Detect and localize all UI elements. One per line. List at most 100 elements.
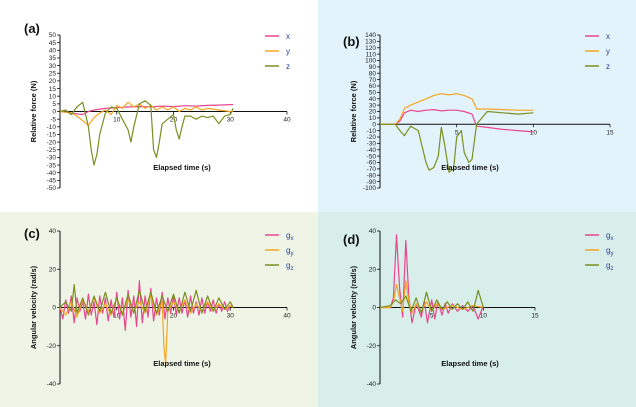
- y-tick-label: -5: [50, 116, 56, 123]
- y-axis-label: Relative force (N): [29, 80, 38, 142]
- x-tick-label: 10: [113, 313, 121, 320]
- series-line-x: [380, 108, 534, 133]
- panel-label: (b): [343, 34, 360, 49]
- legend-label-gz: gz: [606, 261, 613, 272]
- y-tick-label: -15: [47, 132, 57, 139]
- y-tick-label: 10: [49, 93, 57, 100]
- panel-d: -40 -20 0 20 40 5 10 15 Elapsed time (s) Angular …: [318, 212, 636, 407]
- legend-label-gy: gy: [286, 246, 293, 257]
- y-tick-label: 80: [369, 70, 377, 77]
- y-tick-label: 130: [365, 39, 376, 46]
- y-axis-label: Relative force (N): [349, 80, 358, 142]
- y-tick-label: 5: [52, 101, 56, 108]
- panel-label: (a): [24, 21, 40, 36]
- legend-label-gy: gy: [606, 246, 613, 257]
- legend-label-z: z: [606, 62, 610, 71]
- y-tick-label: 0: [52, 109, 56, 116]
- x-axis-label: Elapsed time (s): [153, 163, 211, 172]
- y-tick-label: -40: [47, 381, 57, 388]
- y-tick-label: 20: [49, 78, 57, 85]
- x-tick-label: 40: [283, 313, 291, 320]
- x-tick-label: 20: [170, 313, 178, 320]
- y-tick-label: 20: [49, 266, 57, 273]
- legend-label-gz: gz: [286, 261, 293, 272]
- y-tick-label: 10: [369, 115, 377, 122]
- legend-label-y: y: [286, 47, 290, 56]
- legend-label-y: y: [606, 47, 610, 56]
- y-tick-label: -10: [47, 124, 57, 131]
- x-tick-label: 30: [227, 313, 235, 320]
- panel-a: -50-45-40-35-30-25-20-15-10-505101520253…: [0, 0, 318, 212]
- series-line-gy: [380, 280, 484, 314]
- y-tick-label: 40: [369, 228, 377, 235]
- series-line-x: [59, 103, 234, 116]
- y-tick-label: 30: [49, 63, 57, 70]
- y-tick-label: -25: [47, 147, 57, 154]
- y-tick-label: -50: [47, 185, 57, 192]
- y-tick-label: 20: [369, 266, 377, 273]
- x-tick-label: 40: [283, 117, 291, 124]
- y-tick-label: 0: [372, 305, 376, 312]
- panel-label: (c): [24, 226, 40, 241]
- y-tick-label: -30: [47, 155, 57, 162]
- series-line-y: [59, 101, 234, 126]
- y-tick-label: 0: [52, 305, 56, 312]
- legend-label-gx: gx: [606, 231, 613, 242]
- series-line-z: [380, 110, 534, 173]
- legend-label-z: z: [286, 62, 290, 71]
- y-tick-label: -30: [367, 141, 377, 148]
- y-tick-label: -70: [367, 166, 377, 173]
- y-tick-label: 25: [49, 70, 57, 77]
- y-tick-label: 20: [369, 109, 377, 116]
- y-tick-label: 100: [365, 58, 376, 65]
- x-axis-label: Elapsed time (s): [153, 359, 211, 368]
- y-tick-label: 35: [49, 55, 57, 62]
- panel-background: [318, 0, 636, 212]
- y-tick-label: 50: [49, 32, 57, 39]
- y-tick-label: -20: [367, 134, 377, 141]
- y-tick-label: -60: [367, 160, 377, 167]
- y-tick-label: -20: [367, 343, 377, 350]
- x-tick-label: 10: [113, 117, 121, 124]
- y-tick-label: 15: [49, 86, 57, 93]
- y-tick-label: -45: [47, 178, 57, 185]
- series-line-gz: [379, 289, 484, 314]
- y-tick-label: 110: [366, 51, 377, 58]
- y-tick-label: 40: [49, 228, 57, 235]
- y-tick-label: -90: [367, 179, 377, 186]
- y-tick-label: -20: [47, 139, 57, 146]
- legend-label-x: x: [606, 32, 610, 41]
- y-tick-label: -40: [367, 147, 377, 154]
- x-axis-label: Elapsed time (s): [441, 163, 499, 172]
- y-tick-label: 30: [369, 102, 377, 109]
- x-tick-label: 10: [530, 129, 538, 136]
- y-tick-label: -50: [367, 153, 377, 160]
- y-tick-label: 120: [365, 45, 376, 52]
- y-tick-label: 50: [369, 90, 377, 97]
- y-tick-label: -40: [47, 170, 57, 177]
- x-tick-label: 20: [170, 117, 178, 124]
- y-tick-label: -80: [367, 172, 377, 179]
- y-axis-label: Angular velocity (rad/s): [349, 265, 358, 349]
- y-tick-label: 60: [369, 83, 377, 90]
- y-tick-label: 0: [372, 121, 376, 128]
- series-line-y: [380, 93, 534, 125]
- y-tick-label: -100: [363, 185, 376, 192]
- y-tick-label: -35: [47, 162, 57, 169]
- series-line-gz: [59, 284, 234, 316]
- y-axis-label: Angular velocity (rad/s): [29, 265, 38, 349]
- x-tick-label: 15: [606, 129, 614, 136]
- x-tick-label: 10: [480, 313, 488, 320]
- x-tick-label: 15: [531, 313, 539, 320]
- y-tick-label: 40: [369, 96, 377, 103]
- series-line-z: [59, 100, 234, 166]
- y-tick-label: -10: [367, 128, 377, 135]
- x-tick-label: 5: [430, 313, 434, 320]
- panel-b: -100-90-80-70-60-50-40-30-20-10010203040…: [318, 0, 636, 212]
- x-tick-label: 30: [227, 117, 235, 124]
- legend-label-gx: gx: [286, 231, 293, 242]
- y-tick-label: 45: [49, 40, 57, 47]
- panel-background: [318, 212, 636, 407]
- panel-c: -40 -20 0 20 40 10 20 30 40 Elapsed time (s) Angul…: [0, 212, 318, 407]
